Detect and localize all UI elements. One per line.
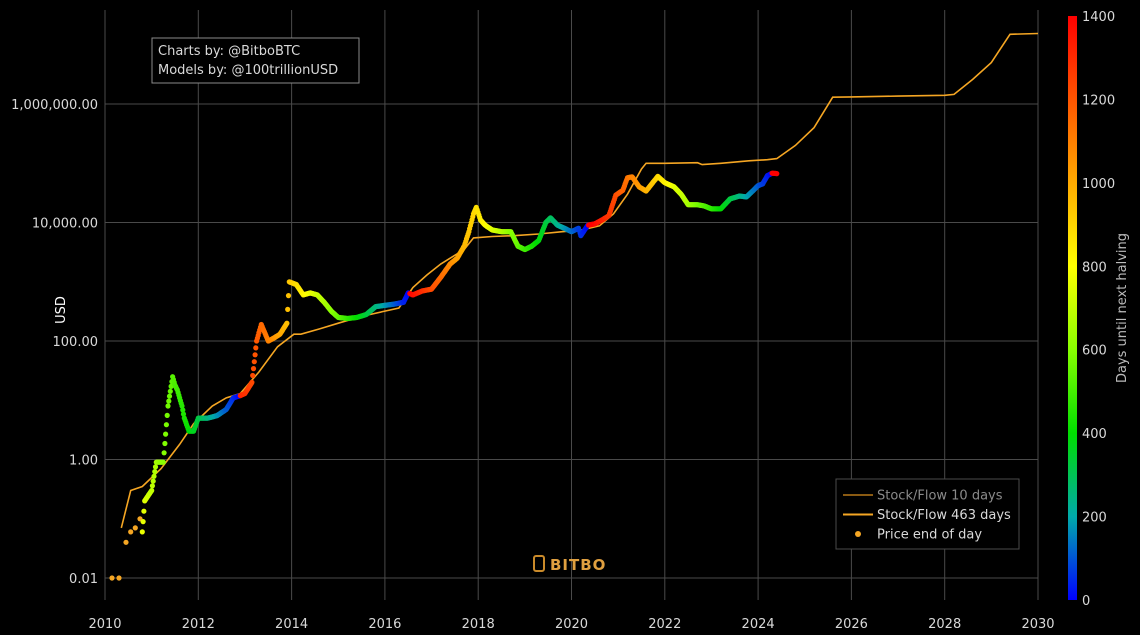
price-point	[249, 379, 255, 385]
price-point	[252, 352, 258, 358]
price-point	[128, 529, 134, 535]
price-point	[161, 450, 167, 456]
y-tick-label: 0.01	[69, 572, 98, 587]
price-point	[167, 388, 173, 394]
legend-label: Stock/Flow 463 days	[877, 508, 1011, 523]
credits-line-2: Models by: @100trillionUSD	[158, 63, 338, 78]
price-point	[250, 372, 256, 379]
bitbo-logo: BITBO	[533, 555, 606, 574]
price-point	[285, 293, 292, 299]
price-point	[150, 478, 156, 484]
price-point	[180, 407, 186, 413]
credits-line-1: Charts by: @BitboBTC	[158, 44, 300, 59]
x-tick-label: 2026	[835, 617, 868, 632]
colorbar-tick-label: 1400	[1082, 10, 1115, 25]
axes: 2010 2012 2014 2016 2018 2020 2022 2024 2026 2028…	[11, 98, 1054, 632]
y-tick-label: 100.00	[53, 335, 99, 350]
price-point	[151, 473, 157, 479]
x-tick-label: 2024	[742, 617, 775, 632]
price-point	[149, 487, 155, 494]
price-point	[160, 459, 166, 465]
price-point	[774, 171, 780, 177]
bitbo-logo-icon	[533, 555, 545, 572]
x-tick-label: 2018	[462, 617, 495, 632]
price-point	[162, 440, 168, 447]
x-tick-label: 2012	[182, 617, 215, 632]
price-point	[132, 525, 138, 531]
colorbar-gradient	[1068, 16, 1077, 600]
legend-label: Stock/Flow 10 days	[877, 489, 1003, 504]
price-point	[152, 469, 158, 475]
y-tick-label: 1.00	[69, 454, 98, 469]
colorbar-tick-label: 600	[1082, 344, 1107, 359]
colorbar-tick-label: 400	[1082, 427, 1107, 442]
colorbar-tick-label: 0	[1082, 594, 1090, 609]
price-point	[109, 575, 115, 581]
price-point	[116, 575, 122, 581]
colorbar-title: Days until next halving	[1115, 233, 1130, 383]
price-point	[163, 431, 169, 437]
price-point	[163, 422, 169, 428]
price-point	[251, 359, 257, 365]
price-point	[164, 412, 170, 418]
x-tick-label: 2020	[555, 617, 588, 632]
x-tick-label: 2022	[648, 617, 681, 632]
legend: Stock/Flow 10 days Stock/Flow 463 days Pri…	[835, 478, 1020, 550]
colorbar: 0 200 400 600 800 1000 1200 1400 Days until next…	[1068, 10, 1130, 609]
series-points-price-end-of-day	[109, 170, 780, 581]
x-tick-label: 2028	[928, 617, 961, 632]
watermark-text: BITBO	[550, 556, 606, 574]
price-point	[166, 393, 173, 399]
price-point	[149, 483, 155, 489]
colorbar-tick-label: 1000	[1082, 177, 1115, 192]
price-point	[285, 306, 291, 312]
price-point	[253, 345, 259, 351]
price-point	[165, 403, 171, 409]
legend-label: Price end of day	[877, 528, 982, 543]
y-tick-label: 10,000.00	[32, 217, 98, 232]
price-point	[250, 366, 257, 372]
colorbar-tick-label: 800	[1082, 260, 1107, 275]
price-point	[168, 383, 174, 389]
price-point	[123, 539, 129, 545]
price-point	[166, 398, 172, 404]
y-axis-label: USD	[54, 296, 69, 324]
x-tick-label: 2010	[88, 617, 121, 632]
price-point	[152, 464, 159, 470]
price-point	[180, 411, 187, 417]
x-tick-label: 2016	[368, 617, 401, 632]
x-tick-label: 2030	[1021, 617, 1054, 632]
price-point	[141, 508, 147, 514]
y-tick-label: 1,000,000.00	[11, 98, 98, 113]
colorbar-tick-label: 200	[1082, 511, 1107, 526]
price-point	[140, 519, 146, 525]
colorbar-tick-label: 1200	[1082, 93, 1115, 108]
x-tick-label: 2014	[275, 617, 308, 632]
grid	[104, 10, 1039, 600]
series-layer	[109, 32, 1039, 581]
credits-box: Charts by: @BitboBTC Models by: @100tril…	[151, 37, 360, 84]
price-point	[179, 403, 185, 409]
legend-swatch-dot	[855, 531, 861, 537]
series-line-stock-flow-463-days	[120, 32, 1039, 529]
price-point	[139, 529, 145, 535]
price-point	[284, 320, 290, 326]
